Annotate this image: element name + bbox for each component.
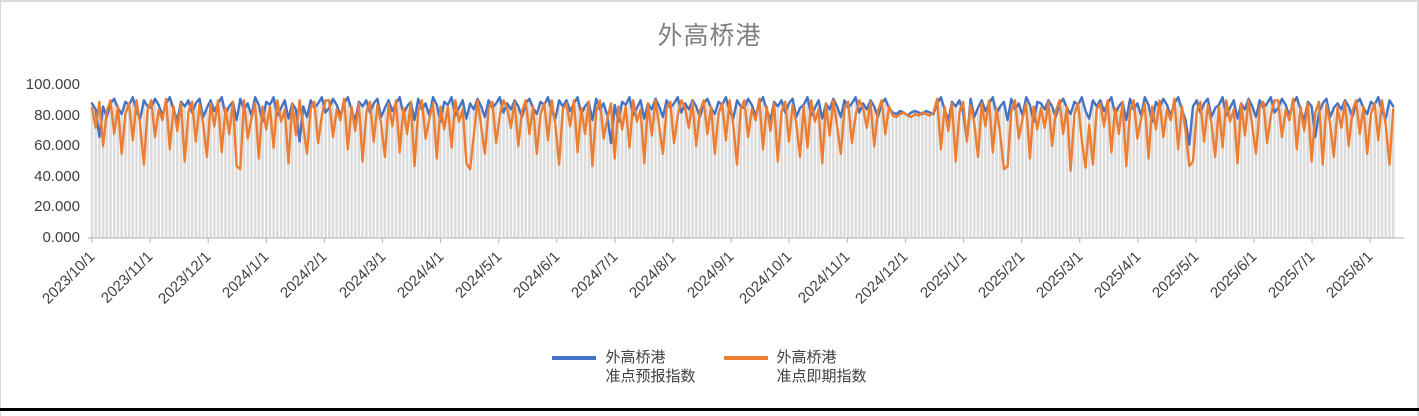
- legend-label-spot-line1: 外高桥港: [776, 349, 837, 366]
- y-axis-tick-label: 80.000: [34, 106, 80, 124]
- plot-svg[interactable]: [86, 78, 1416, 248]
- x-axis-line: [88, 237, 1404, 243]
- legend-label-forecast-line1: 外高桥港: [605, 349, 666, 366]
- legend-item-forecast-index[interactable]: 外高桥港 准点预报指数: [552, 348, 696, 386]
- y-axis-tick-label: 100.000: [25, 76, 80, 93]
- dropline-bars: [90, 98, 1395, 239]
- legend-label-spot-line2: 准点即期指数: [776, 368, 867, 385]
- y-axis-tick-label: 60.000: [34, 137, 80, 155]
- x-axis: 2023/10/1 2023/11/1 2023/12/1 2024/1/1 2024/…: [0, 0, 1419, 307]
- legend-label-forecast-line2: 准点预报指数: [605, 368, 696, 385]
- legend-swatch-spot-line: [723, 356, 768, 360]
- y-axis: 100.000 80.000 60.000 40.000 20.000 0.000: [0, 0, 80, 260]
- legend-label-forecast: 外高桥港 准点预报指数: [605, 348, 695, 386]
- y-axis-tick-label: 20.000: [34, 198, 80, 216]
- chart-title: 外高桥港: [657, 22, 762, 50]
- legend-label-spot: 外高桥港 准点即期指数: [777, 348, 867, 386]
- y-axis-tick-label: 0.000: [42, 229, 80, 246]
- legend-swatch-forecast-line: [552, 356, 597, 360]
- legend-item-spot-index[interactable]: 外高桥港 准点即期指数: [723, 348, 867, 386]
- bottom-border-line: [0, 408, 1419, 411]
- spot-index-line[interactable]: [90, 97, 1395, 172]
- y-axis-tick-label: 40.000: [34, 167, 80, 185]
- legend: 外高桥港 准点预报指数 外高桥港 准点即期指数: [0, 348, 1419, 386]
- plot-area[interactable]: [86, 78, 1416, 248]
